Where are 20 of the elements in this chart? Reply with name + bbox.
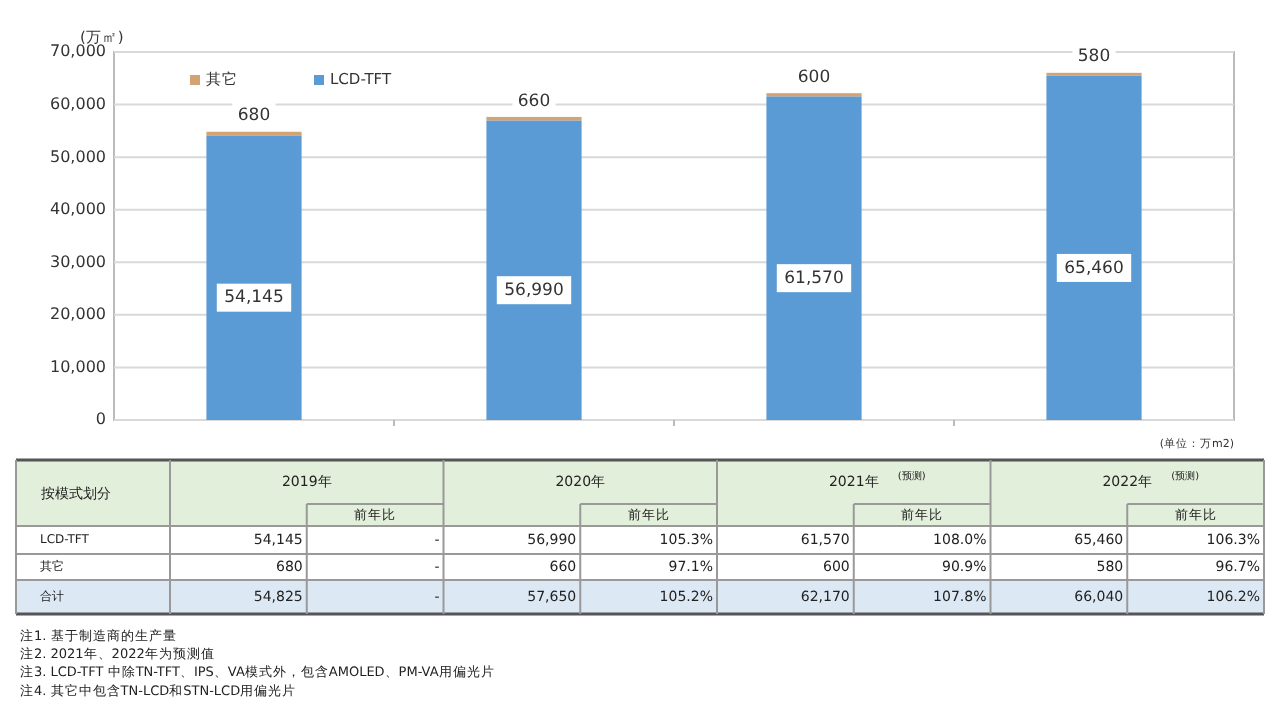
text: 660 [517, 91, 551, 112]
bar [486, 120, 582, 420]
y-tick-label: 30,000 [50, 252, 106, 271]
text: 56,990 [504, 280, 564, 301]
text: 54,145 [224, 288, 284, 309]
y-tick-label: 20,000 [50, 305, 106, 324]
bar [766, 96, 862, 420]
text: 600 [797, 67, 831, 88]
y-tick-label: 60,000 [50, 94, 106, 113]
y-tick-label: 50,000 [50, 147, 106, 166]
bar [1046, 75, 1142, 420]
text: 580 [1077, 47, 1111, 68]
y-tick-label: 70,000 [50, 42, 106, 61]
text: 65,460 [1064, 258, 1124, 279]
bar [206, 135, 302, 420]
text: 61,570 [784, 268, 844, 289]
y-tick-label: 40,000 [50, 200, 106, 219]
text: 680 [237, 106, 271, 127]
y-tick-label: 0 [95, 410, 106, 429]
y-tick-label: 10,000 [50, 357, 106, 376]
